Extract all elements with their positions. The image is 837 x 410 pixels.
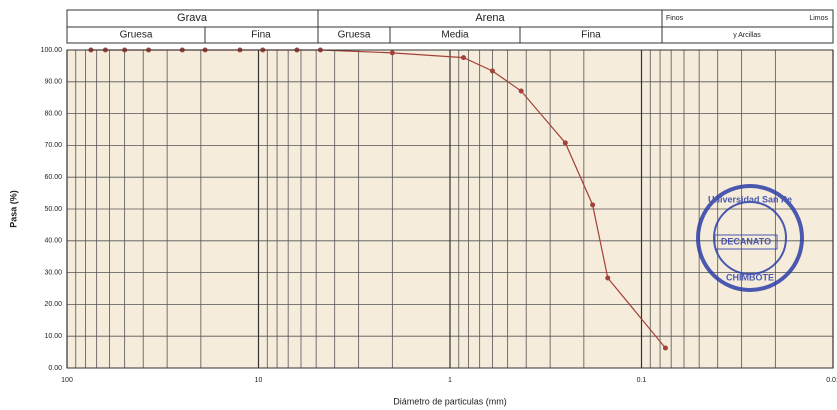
plot-frame [66,49,834,369]
header-label: Limos [809,15,828,22]
y-tick-label: 10.00 [44,333,62,340]
stamp-ring [713,201,787,275]
y-tick-label: 0.00 [48,365,62,372]
header-label: Gruesa [120,30,153,41]
header-label: Fina [251,30,271,41]
x-tick-label: 100 [61,377,73,384]
stamp-box [714,234,778,250]
data-point [489,68,495,74]
y-tick-label: 100.00 [41,47,63,54]
stamp-text: DECANATO [721,236,771,246]
data-point [389,50,395,56]
y-tick-label: 50.00 [44,206,62,213]
x-axis-label: Diámetro de particulas (mm) [393,396,507,406]
header-label: Arena [475,12,505,24]
header-label: Gruesa [338,30,371,41]
data-point [605,275,611,281]
x-tick-label: 1 [448,377,452,384]
data-point [662,345,668,351]
stamp: Universidad San Pe DECANATO CHIMBOTE [696,184,804,292]
x-tick-label: 0.1 [637,377,647,384]
y-tick-label: 80.00 [44,110,62,117]
stamp-ring [696,184,804,292]
class-header: Grava Gruesa Fina Arena Gruesa Media Fin… [66,9,834,44]
stamp-text: CHIMBOTE [726,272,774,282]
y-axis-label: Pasa (%) [8,190,18,228]
header-label: Finos [666,15,684,22]
header-label: y Arcillas [733,32,761,39]
data-point [518,88,524,94]
stamp-text: Universidad San Pe [708,194,792,204]
header-label: Fina [581,30,601,41]
y-tick-label: 90.00 [44,79,62,86]
x-tick-label: 10 [255,377,263,384]
data-point [590,202,596,208]
data-point [461,55,467,61]
y-tick-label: 20.00 [44,301,62,308]
x-tick-label: 0.01 [826,377,837,384]
y-tick-label: 40.00 [44,238,62,245]
y-tick-label: 70.00 [44,142,62,149]
y-tick-label: 30.00 [44,269,62,276]
y-tick-label: 60.00 [44,174,62,181]
header-label: Grava [177,12,208,24]
header-label: Media [441,30,469,41]
data-point [562,140,568,146]
